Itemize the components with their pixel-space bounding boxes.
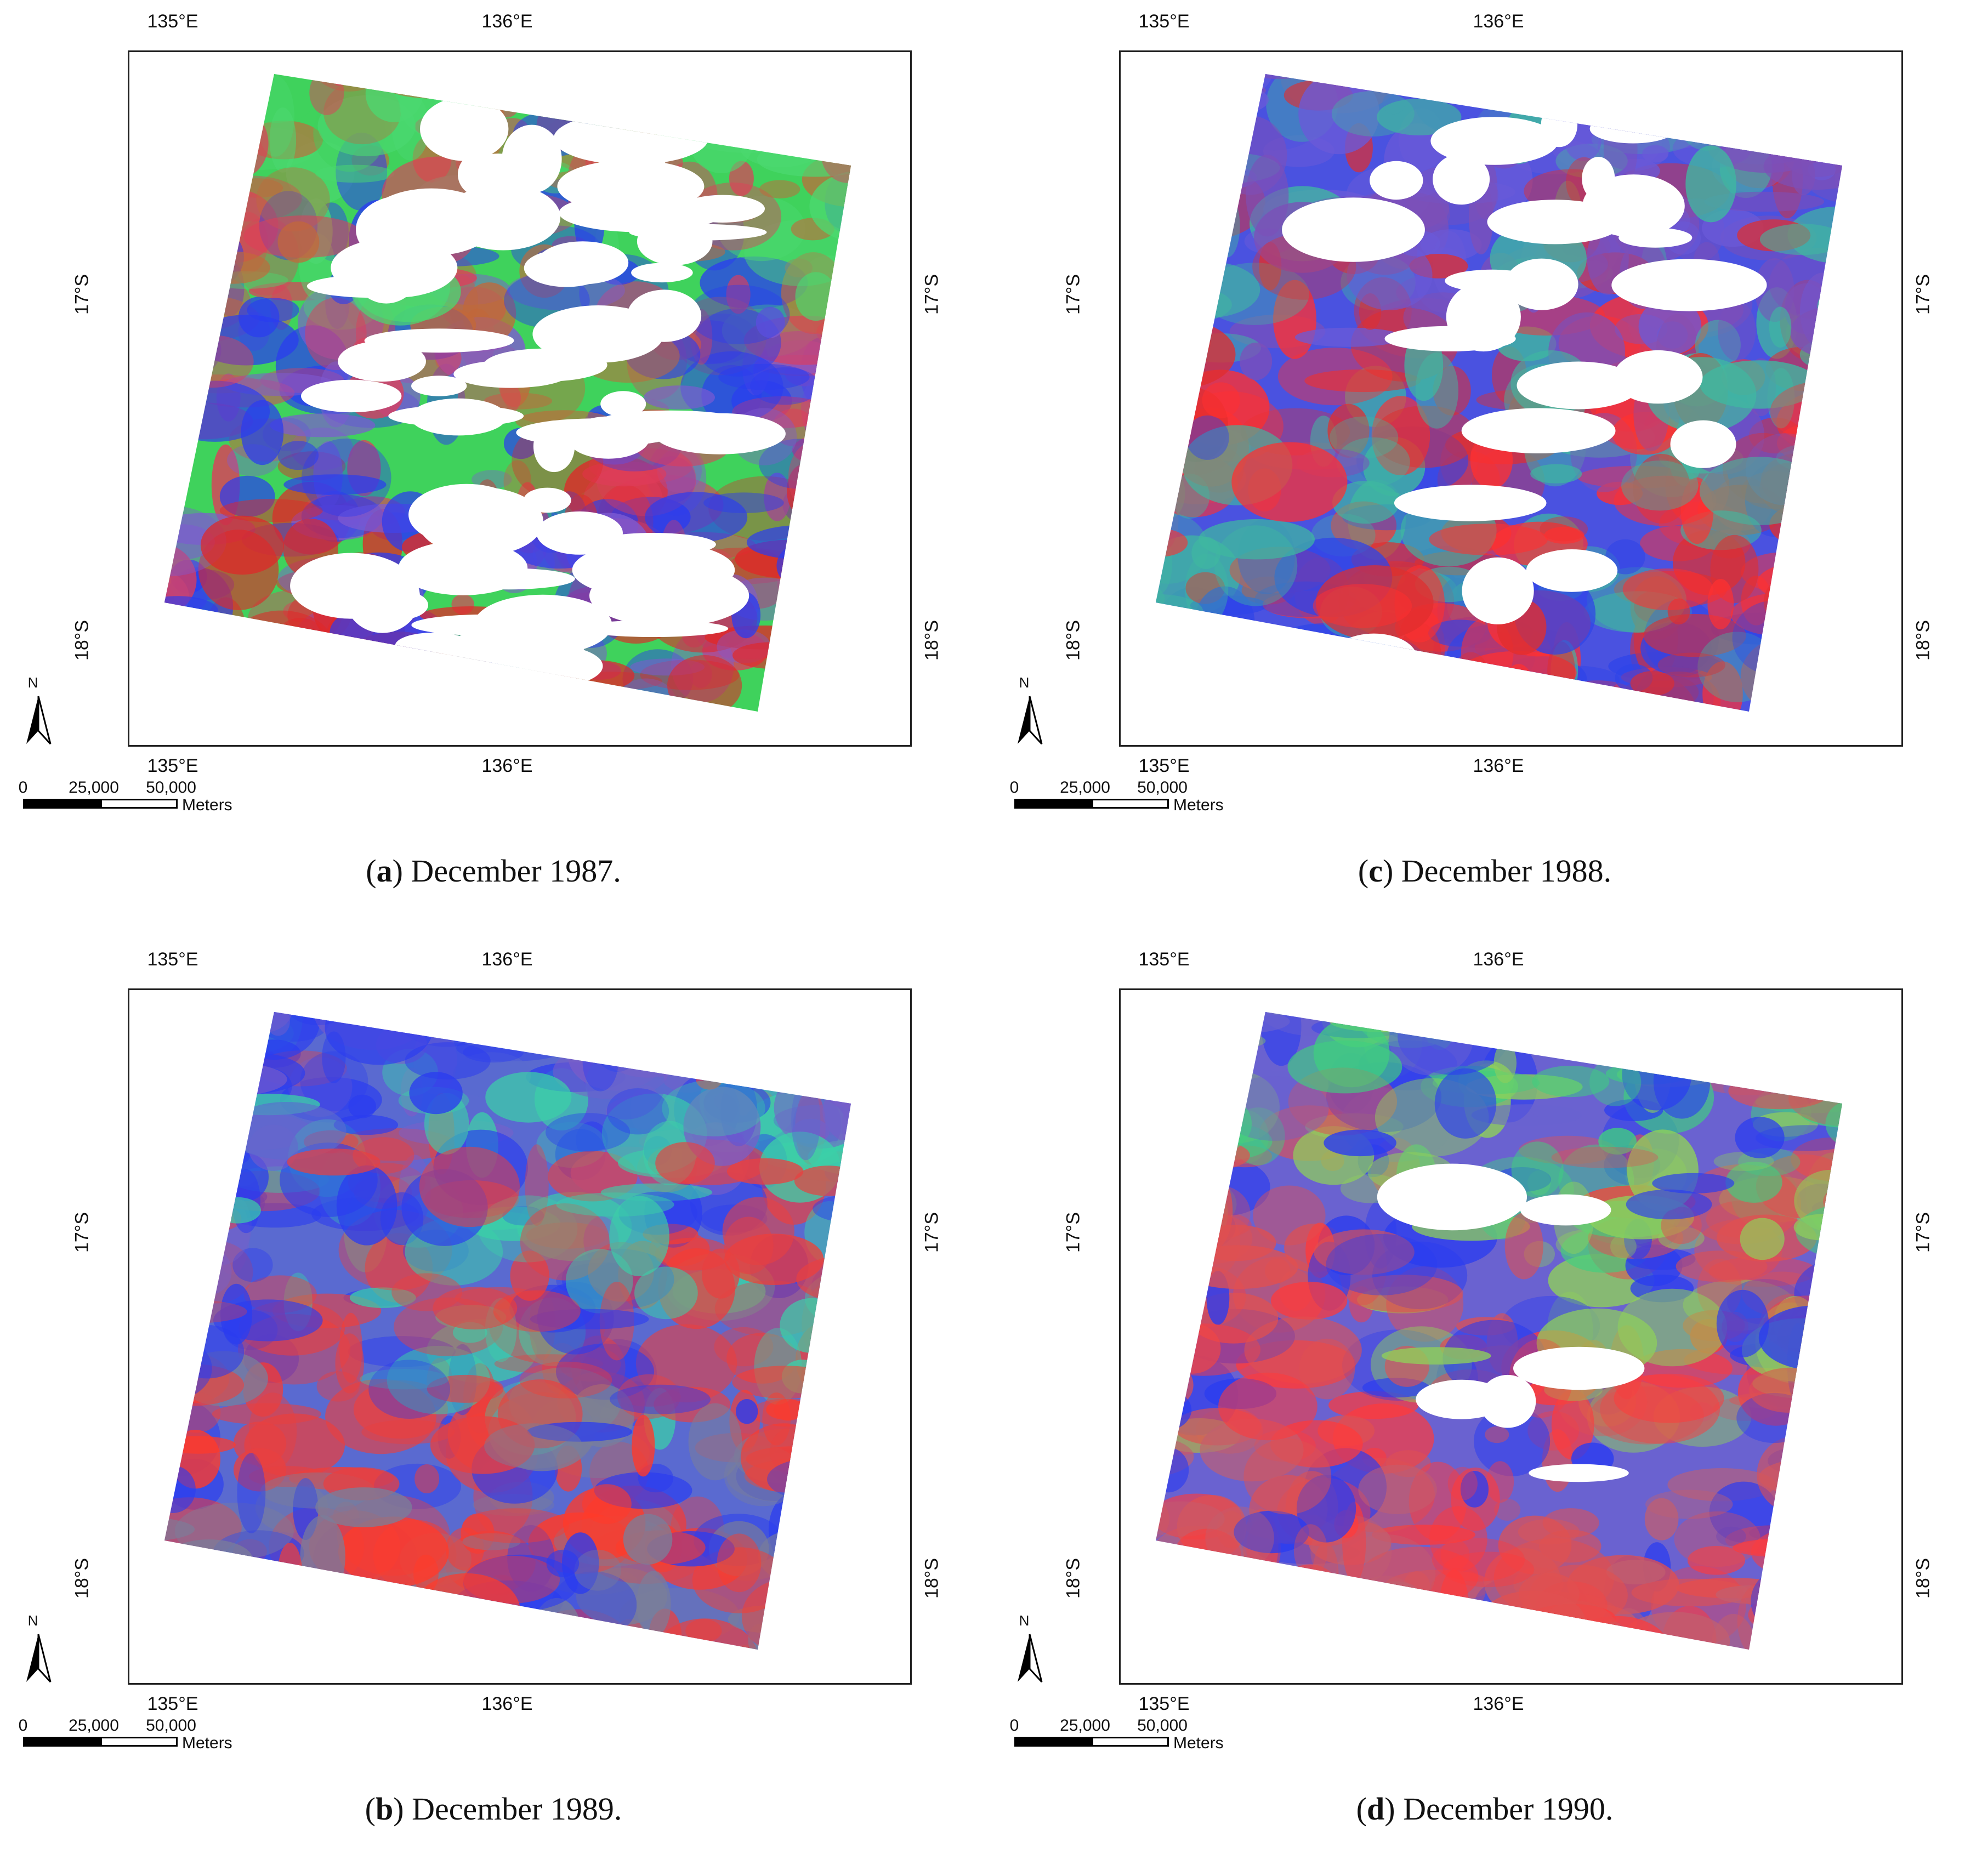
satellite-scene (1156, 1012, 1842, 1650)
longitude-tick-top: 135°E (147, 949, 198, 970)
satellite-scene (164, 1012, 851, 1650)
scale-bar-labels: 0 25,000 50,000 (16, 778, 247, 797)
scale-bar-label: 0 (18, 778, 28, 797)
panel-caption-text: December 1990. (1403, 1791, 1614, 1827)
latitude-tick-right: 18°S (921, 1557, 942, 1599)
scale-bar-labels: 0 25,000 50,000 (1008, 778, 1238, 797)
panel-label: a (376, 853, 393, 889)
longitude-tick-top: 136°E (481, 11, 533, 32)
north-arrow-icon (1018, 1634, 1043, 1683)
scale-bar-unit: Meters (182, 1734, 232, 1752)
scale-bar-unit: Meters (182, 796, 232, 814)
scale-bar-unit: Meters (1173, 1734, 1224, 1752)
map-panel-d: 135°E 135°E 136°E 136°E 17°S 17°S 18°S 18°S N 0 25… (991, 938, 1978, 1876)
satellite-scene (164, 74, 851, 712)
panel-caption-text: December 1988. (1401, 853, 1612, 889)
panel-caption: (d) December 1990. (1356, 1791, 1614, 1827)
latitude-tick-right: 18°S (1912, 619, 1934, 661)
longitude-tick-top: 136°E (1473, 11, 1524, 32)
latitude-tick-left: 18°S (71, 1557, 93, 1599)
latitude-tick-right: 17°S (1912, 1212, 1934, 1253)
panel-caption-text: December 1987. (411, 853, 621, 889)
scale-bar-label: 50,000 (146, 778, 196, 797)
map-frame (1119, 988, 1903, 1685)
north-label: N (1019, 674, 1030, 691)
map-frame (128, 988, 912, 1685)
latitude-tick-right: 17°S (921, 274, 942, 315)
longitude-tick-bottom: 135°E (147, 1693, 198, 1714)
scale-bar (1014, 1737, 1169, 1747)
scale-bar-label: 0 (18, 1716, 28, 1735)
latitude-tick-right: 17°S (921, 1212, 942, 1253)
map-panel-a: 135°E 135°E 136°E 136°E 17°S 17°S 18°S 18°S N 0 25… (0, 0, 987, 938)
north-label: N (27, 1612, 38, 1629)
panel-caption: (b) December 1989. (365, 1791, 622, 1827)
north-arrow-icon (1018, 696, 1043, 745)
latitude-tick-left: 17°S (1063, 1212, 1084, 1253)
panel-label: d (1366, 1791, 1385, 1827)
longitude-tick-top: 135°E (1138, 11, 1190, 32)
scale-bar-label: 25,000 (69, 1716, 119, 1735)
scale-bar-unit: Meters (1173, 796, 1224, 814)
scale-bar (23, 1737, 178, 1747)
map-panel-c: 135°E 135°E 136°E 136°E 17°S 17°S 18°S 18°S N 0 25… (991, 0, 1978, 938)
longitude-tick-top: 135°E (1138, 949, 1190, 970)
longitude-tick-bottom: 135°E (147, 755, 198, 776)
longitude-tick-bottom: 136°E (1473, 1693, 1524, 1714)
latitude-tick-left: 18°S (1063, 619, 1084, 661)
scale-bar-label: 25,000 (69, 778, 119, 797)
panel-caption: (c) December 1988. (1358, 853, 1612, 889)
map-frame (128, 50, 912, 747)
longitude-tick-top: 136°E (481, 949, 533, 970)
north-label: N (1019, 1612, 1030, 1629)
scale-bar-labels: 0 25,000 50,000 (1008, 1716, 1238, 1735)
longitude-tick-bottom: 136°E (481, 755, 533, 776)
scale-bar-label: 25,000 (1060, 778, 1110, 797)
longitude-tick-bottom: 136°E (481, 1693, 533, 1714)
latitude-tick-left: 17°S (71, 1212, 93, 1253)
scale-bar-label: 25,000 (1060, 1716, 1110, 1735)
longitude-tick-top: 135°E (147, 11, 198, 32)
panel-label: c (1368, 853, 1383, 889)
scale-bar-label: 50,000 (146, 1716, 196, 1735)
scale-bar (1014, 799, 1169, 809)
longitude-tick-bottom: 135°E (1138, 1693, 1190, 1714)
panel-caption: (a) December 1987. (366, 853, 621, 889)
latitude-tick-left: 18°S (71, 619, 93, 661)
satellite-scene (1156, 74, 1842, 712)
longitude-tick-bottom: 135°E (1138, 755, 1190, 776)
scale-bar-label: 50,000 (1137, 1716, 1188, 1735)
scale-bar-label: 0 (1009, 778, 1019, 797)
map-frame (1119, 50, 1903, 747)
latitude-tick-left: 17°S (71, 274, 93, 315)
latitude-tick-right: 17°S (1912, 274, 1934, 315)
scale-bar (23, 799, 178, 809)
latitude-tick-left: 17°S (1063, 274, 1084, 315)
scale-bar-labels: 0 25,000 50,000 (16, 1716, 247, 1735)
north-arrow-icon (26, 1634, 52, 1683)
panel-label: b (375, 1791, 394, 1827)
map-panel-b: 135°E 135°E 136°E 136°E 17°S 17°S 18°S 18°S N 0 25… (0, 938, 987, 1876)
longitude-tick-bottom: 136°E (1473, 755, 1524, 776)
latitude-tick-left: 18°S (1063, 1557, 1084, 1599)
north-label: N (27, 674, 38, 691)
panel-caption-text: December 1989. (412, 1791, 622, 1827)
north-arrow-icon (26, 696, 52, 745)
longitude-tick-top: 136°E (1473, 949, 1524, 970)
latitude-tick-right: 18°S (1912, 1557, 1934, 1599)
scale-bar-label: 0 (1009, 1716, 1019, 1735)
latitude-tick-right: 18°S (921, 619, 942, 661)
scale-bar-label: 50,000 (1137, 778, 1188, 797)
